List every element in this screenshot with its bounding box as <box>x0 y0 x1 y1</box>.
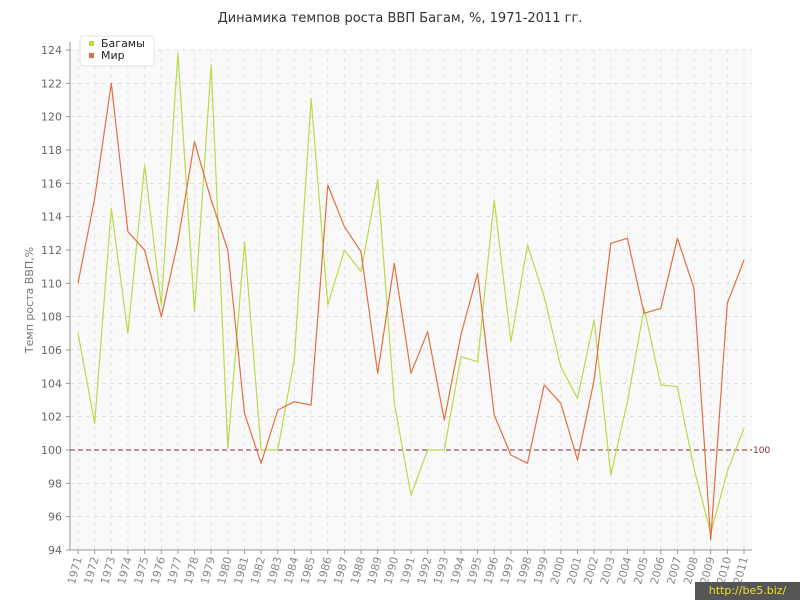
legend-swatch-0 <box>89 41 94 46</box>
y-tick-label-14: 122 <box>41 77 62 90</box>
y-tick-label-9: 112 <box>41 244 62 257</box>
y-tick-label-5: 104 <box>41 377 62 390</box>
y-tick-label-1: 96 <box>48 511 62 524</box>
y-tick-label-10: 114 <box>41 211 62 224</box>
legend-box <box>79 35 155 67</box>
y-tick-label-11: 116 <box>41 177 62 190</box>
y-tick-label-0: 94 <box>48 544 62 557</box>
y-axis-title: Темп роста ВВП,% <box>23 247 36 354</box>
y-tick-label-15: 124 <box>41 44 62 57</box>
legend-label-1[interactable]: Мир <box>101 49 125 62</box>
x-axis-ticks: 1971197219731974197519761977197819791980… <box>65 550 751 586</box>
y-axis-ticks: 94 96 98 100 102 104 106 108 110 112 114 116 118 120 1… <box>41 44 70 557</box>
legend-swatch-1 <box>89 53 94 58</box>
y-tick-label-7: 108 <box>41 311 62 324</box>
y-tick-label-8: 110 <box>41 277 62 290</box>
grid <box>70 49 752 550</box>
series-lines <box>77 52 745 541</box>
reference-line-group: 100 <box>70 446 770 456</box>
reference-line-label: 100 <box>753 446 770 456</box>
y-tick-label-4: 102 <box>41 411 62 424</box>
chart-title: Динамика темпов роста ВВП Багам, %, 1971… <box>218 11 583 26</box>
y-tick-label-3: 100 <box>41 444 62 457</box>
y-tick-label-2: 98 <box>48 477 62 490</box>
y-tick-label-6: 106 <box>41 344 62 357</box>
watermark[interactable]: http://be5.biz/ <box>695 582 800 600</box>
series-line-1 <box>77 82 745 541</box>
y-tick-label-13: 120 <box>41 111 62 124</box>
series-line-0 <box>77 52 745 534</box>
y-tick-label-12: 118 <box>41 144 62 157</box>
legend-label-0[interactable]: Багамы <box>101 37 145 50</box>
